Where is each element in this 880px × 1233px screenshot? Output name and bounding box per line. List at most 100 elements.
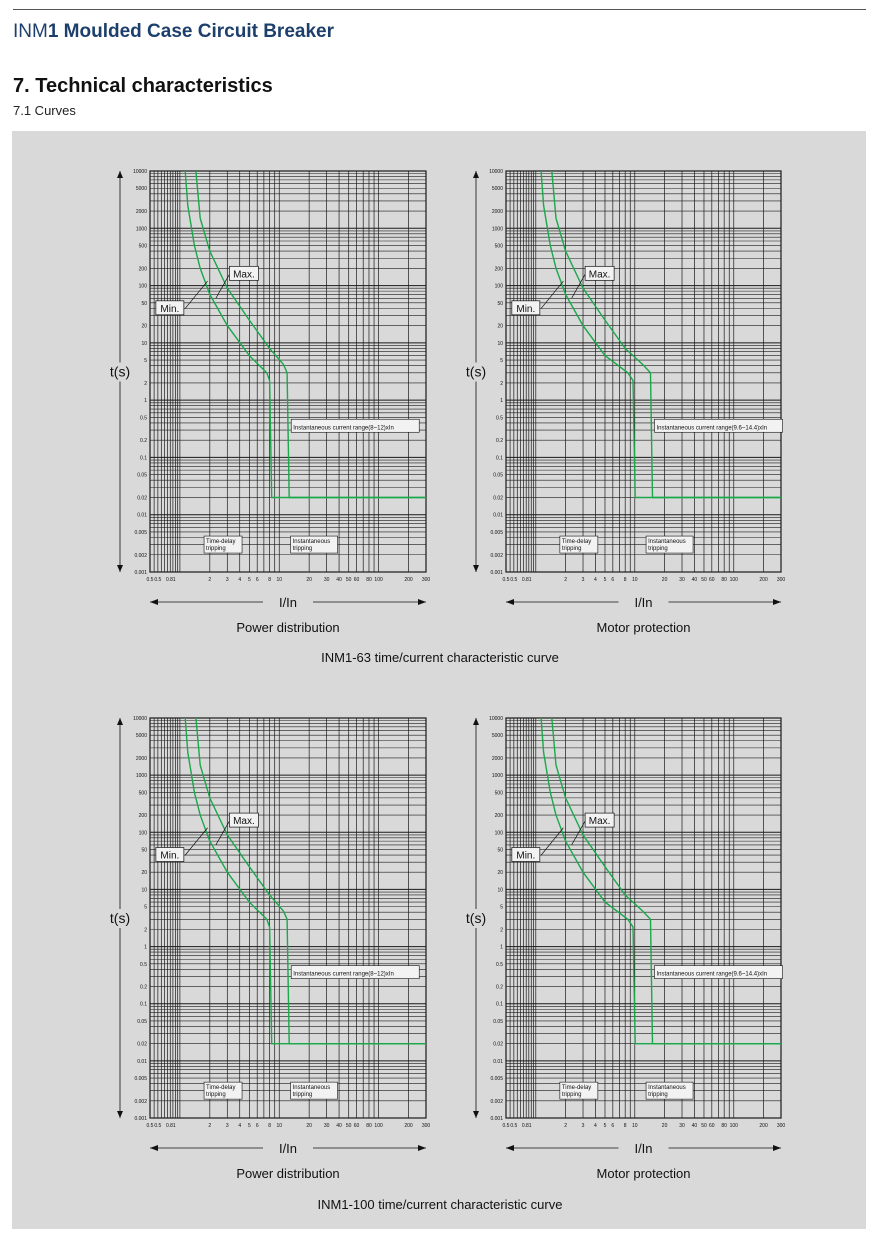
plot-area [149, 717, 427, 1119]
x-tick-label: 100 [374, 577, 383, 583]
x-tick-label: 0.81 [166, 1123, 176, 1129]
y-tick-label: 10000 [133, 169, 147, 175]
x-tick-label: 100 [730, 577, 739, 583]
y-tick-label: 10 [141, 341, 147, 347]
min-leader-line [184, 827, 208, 856]
y-tick-label: 0.05 [137, 1019, 147, 1025]
x-tick-label: 10 [276, 577, 282, 583]
instantaneous-range-label: Instantaneous current range(8~12)xIn [293, 972, 394, 978]
y-tick-label: 1 [144, 398, 147, 404]
x-tick-label: 6 [256, 577, 259, 583]
x-tick-label: 0.5 [154, 577, 161, 583]
section-title: 7. Technical characteristics [13, 75, 273, 97]
y-tick-label: 1 [144, 945, 147, 951]
y-tick-label: 5000 [492, 733, 503, 739]
y-axis-arrow-head [473, 565, 479, 572]
y-tick-label: 100 [139, 830, 148, 836]
y-tick-label: 0.5 [140, 415, 147, 421]
y-tick-label: 0.001 [134, 570, 147, 576]
y-tick-label: 0.02 [493, 495, 503, 501]
y-tick-label: 20 [497, 870, 503, 876]
x-tick-label: 6 [256, 1123, 259, 1129]
instantaneous-tripping-label: Instantaneous [293, 539, 331, 545]
y-label-bg [106, 362, 134, 382]
y-axis-label: t(s) [110, 910, 130, 926]
y-tick-label: 20 [141, 870, 147, 876]
max-leader-line [571, 820, 586, 846]
x-tick-label: 4 [238, 1123, 241, 1129]
y-tick-label: 5000 [492, 186, 503, 192]
group-caption-100: INM1-100 time/current characteristic cur… [317, 1197, 563, 1212]
y-tick-label: 0.02 [493, 1042, 503, 1048]
x-tick-label: 4 [238, 577, 241, 583]
x-tick-label: 300 [422, 1123, 431, 1129]
y-tick-label: 0.01 [137, 513, 147, 519]
x-tick-label: 60 [354, 577, 360, 583]
y-tick-label: 0.002 [134, 1099, 147, 1105]
x-tick-label: 10 [276, 1123, 282, 1129]
y-tick-label: 10000 [489, 169, 503, 175]
x-tick-label: 50 [346, 577, 352, 583]
y-tick-label: 2000 [492, 756, 503, 762]
x-tick-label: 300 [777, 1123, 786, 1129]
x-tick-label: 0.81 [522, 1123, 532, 1129]
y-axis-label: t(s) [110, 364, 130, 380]
y-tick-label: 200 [495, 266, 504, 272]
curve-max [551, 170, 781, 499]
max-label-box [584, 812, 615, 828]
x-tick-label: 30 [324, 1123, 330, 1129]
y-axis-arrow-head [473, 171, 479, 178]
y-axis-arrow-head [117, 565, 123, 572]
x-tick-label: 8 [268, 577, 271, 583]
y-tick-label: 0.1 [496, 455, 503, 461]
time-delay-box [203, 535, 243, 554]
instantaneous-range-box [290, 965, 420, 979]
x-tick-label: 2 [208, 1123, 211, 1129]
instantaneous-tripping-box [645, 535, 694, 554]
y-tick-label: 0.5 [496, 962, 503, 968]
y-tick-label: 1000 [136, 226, 147, 232]
y-tick-label: 100 [495, 284, 504, 290]
y-tick-label: 20 [497, 324, 503, 330]
instantaneous-tripping-box [290, 1081, 338, 1100]
y-tick-label: 500 [139, 244, 148, 250]
y-tick-label: 0.2 [140, 438, 147, 444]
chart-3: t(s) [106, 717, 427, 1157]
x-label-bg [263, 1139, 313, 1157]
y-axis-arrow-head [117, 1111, 123, 1118]
y-tick-label: 0.05 [493, 1019, 503, 1025]
y-tick-label: 200 [495, 813, 504, 819]
max-leader-line [215, 274, 230, 299]
x-tick-label: 3 [226, 577, 229, 583]
plot-area [505, 170, 782, 573]
y-tick-label: 1 [500, 945, 503, 951]
time-delay-label: tripping [206, 1092, 226, 1098]
x-tick-label: 0.5 [147, 1123, 154, 1129]
chart-caption: Motor protection [597, 1166, 691, 1181]
x-axis-arrow-head [773, 1145, 781, 1151]
y-axis-arrow-head [473, 718, 479, 725]
y-axis-arrow-head [117, 718, 123, 725]
y-tick-label: 500 [495, 790, 504, 796]
x-tick-label: 100 [374, 1123, 383, 1129]
max-leader-line [215, 820, 230, 846]
x-axis-label: I/In [279, 595, 297, 610]
x-tick-label: 0.5 [503, 1123, 510, 1129]
x-tick-label: 200 [759, 577, 768, 583]
x-axis-arrow-head [150, 1145, 158, 1151]
y-tick-label: 0.5 [496, 415, 503, 421]
x-tick-label: 0.5 [154, 1123, 161, 1129]
x-label-bg [618, 1139, 669, 1157]
x-tick-label: 5 [604, 1123, 607, 1129]
min-leader-line [540, 280, 564, 310]
y-tick-label: 10000 [133, 716, 147, 722]
y-tick-label: 0.005 [134, 1076, 147, 1082]
y-tick-label: 0.01 [493, 513, 503, 519]
x-tick-label: 5 [604, 577, 607, 583]
max-label: Max. [233, 269, 255, 280]
x-tick-label: 0.81 [522, 577, 532, 583]
x-tick-label: 40 [336, 1123, 342, 1129]
y-tick-label: 50 [497, 847, 503, 853]
max-label-box [584, 265, 615, 281]
instantaneous-range-box [654, 965, 783, 979]
